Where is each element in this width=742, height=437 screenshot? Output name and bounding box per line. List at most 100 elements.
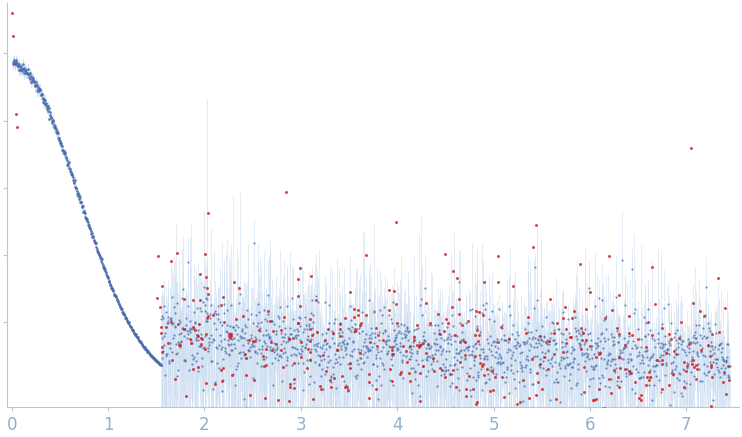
Point [527, 380, 539, 387]
Point [454, 338, 466, 345]
Point [278, 337, 289, 344]
Point [473, 331, 485, 338]
Point [273, 323, 285, 329]
Point [375, 312, 387, 319]
Point [105, 282, 117, 289]
Point [723, 363, 735, 370]
Point [543, 340, 555, 347]
Point [672, 374, 683, 381]
Point [529, 335, 541, 342]
Point [194, 305, 206, 312]
Point [556, 315, 568, 322]
Point [660, 360, 672, 367]
Point [95, 257, 107, 264]
Point [702, 319, 714, 326]
Point [104, 281, 116, 288]
Point [211, 344, 223, 351]
Point [345, 328, 357, 335]
Point [84, 224, 96, 231]
Point [228, 341, 240, 348]
Point [156, 349, 168, 356]
Point [416, 340, 428, 347]
Point [385, 316, 397, 323]
Point [682, 360, 694, 367]
Point [209, 319, 220, 326]
Point [538, 333, 550, 340]
Point [165, 317, 177, 324]
Point [669, 346, 681, 353]
Point [553, 326, 565, 333]
Point [390, 334, 401, 341]
Point [710, 329, 722, 336]
Point [628, 389, 640, 396]
Point [394, 340, 406, 347]
Point [89, 239, 101, 246]
Point [70, 187, 82, 194]
Point [515, 361, 527, 368]
Point [152, 359, 164, 366]
Point [613, 331, 625, 338]
Point [462, 347, 474, 354]
Point [24, 76, 36, 83]
Point [690, 321, 702, 328]
Point [643, 381, 654, 388]
Point [188, 353, 200, 360]
Point [676, 392, 688, 399]
Point [640, 347, 651, 354]
Point [417, 362, 429, 369]
Point [398, 333, 410, 340]
Point [522, 357, 533, 364]
Point [598, 355, 610, 362]
Point [368, 309, 380, 316]
Point [377, 329, 389, 336]
Point [513, 358, 525, 365]
Point [57, 147, 69, 154]
Point [470, 307, 482, 314]
Point [418, 329, 430, 336]
Point [689, 334, 701, 341]
Point [675, 389, 687, 396]
Point [564, 333, 576, 340]
Point [114, 304, 126, 311]
Point [95, 254, 107, 261]
Point [90, 240, 102, 247]
Point [209, 381, 220, 388]
Point [418, 336, 430, 343]
Point [488, 338, 500, 345]
Point [585, 337, 597, 344]
Point [262, 292, 274, 299]
Point [387, 350, 399, 357]
Point [340, 382, 352, 389]
Point [620, 373, 631, 380]
Point [303, 381, 315, 388]
Point [283, 397, 295, 404]
Point [567, 347, 579, 354]
Point [349, 326, 361, 333]
Point [362, 348, 374, 355]
Point [557, 309, 569, 316]
Point [420, 355, 432, 362]
Point [639, 333, 651, 340]
Point [226, 347, 238, 354]
Point [615, 415, 627, 422]
Point [98, 263, 110, 270]
Point [185, 326, 197, 333]
Point [43, 105, 55, 112]
Point [454, 320, 466, 327]
Point [482, 371, 493, 378]
Point [311, 342, 323, 349]
Point [706, 343, 718, 350]
Point [144, 351, 156, 358]
Point [631, 404, 643, 411]
Point [137, 343, 148, 350]
Point [493, 355, 505, 362]
Point [493, 353, 505, 360]
Point [593, 386, 605, 393]
Point [531, 297, 543, 304]
Point [446, 371, 458, 378]
Point [372, 395, 384, 402]
Point [14, 64, 26, 71]
Point [308, 341, 320, 348]
Point [15, 66, 27, 73]
Point [65, 167, 76, 174]
